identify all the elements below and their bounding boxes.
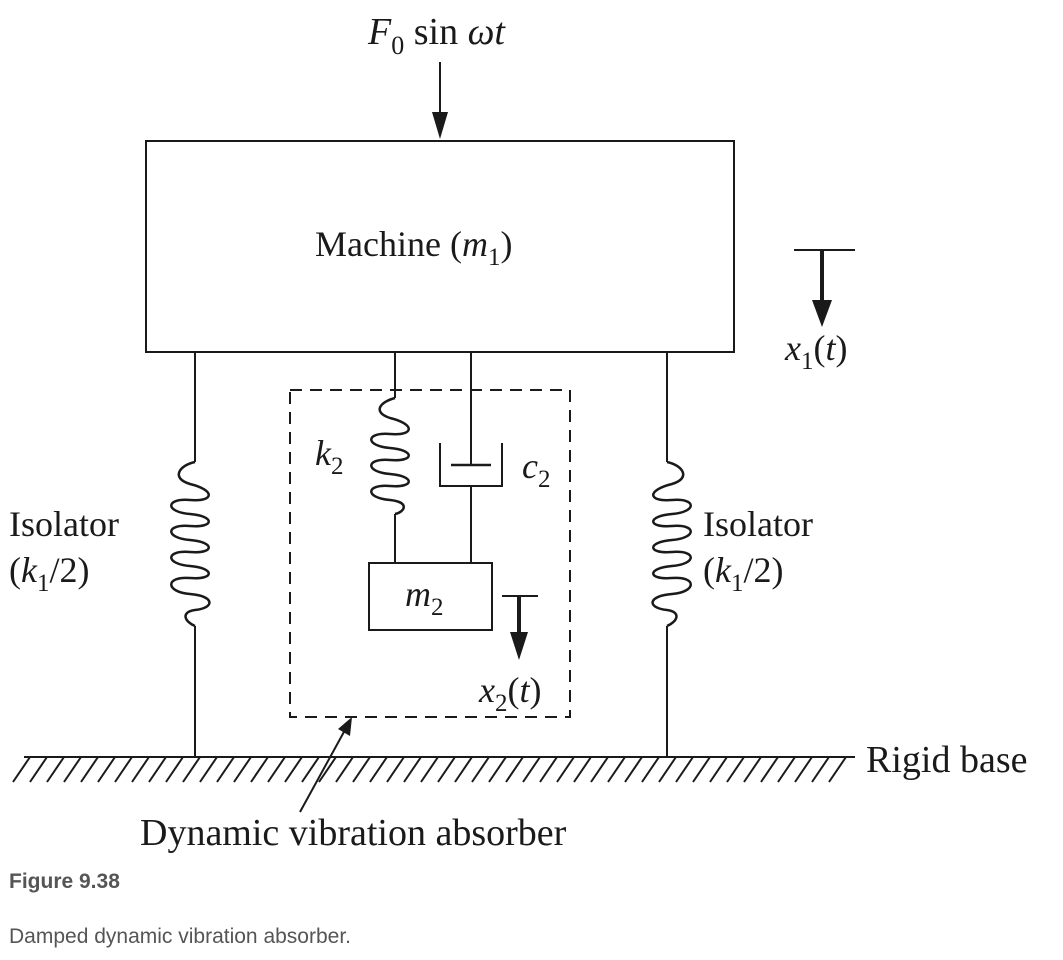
ground-hatch-line (488, 756, 507, 783)
absorber-dashed-boundary (289, 389, 571, 718)
vibration-absorber-diagram: F0 sin ωt Machine (m1) x1(t) Isolator (k… (9, 11, 1027, 854)
machine-label: Machine (m1) (315, 224, 512, 271)
ground-hatch-line (199, 756, 218, 783)
m2-label: m2 (405, 574, 444, 621)
ground-hatch-line (641, 756, 660, 783)
ground-hatch-line (420, 756, 439, 783)
figure-number: Figure 9.38 (9, 870, 120, 893)
ground-hatch-line (216, 756, 235, 783)
ground-hatch-line (522, 756, 541, 783)
ground-hatch-line (250, 756, 269, 783)
ground-hatch-line (63, 756, 82, 783)
ground-hatch-line (607, 756, 626, 783)
ground-hatch-line (148, 756, 167, 783)
ground-hatch-line (335, 756, 354, 783)
ground-hatch-line (573, 756, 592, 783)
ground-hatch-line (80, 756, 99, 783)
right-isolator-spring (651, 352, 692, 757)
force-arrow (432, 62, 448, 139)
ground-hatch-line (624, 756, 643, 783)
ground-hatch-line (692, 756, 711, 783)
absorber-damper-c2 (439, 352, 503, 563)
ground-hatch-line (46, 756, 65, 783)
ground-hatch-line (726, 756, 745, 783)
isolator-right-stiffness: (k1/2) (703, 550, 783, 597)
absorber-spring-k2 (370, 352, 410, 563)
isolator-right-word: Isolator (703, 504, 813, 544)
rigid-base-label: Rigid base (866, 739, 1027, 781)
ground-hatch-line (114, 756, 133, 783)
isolator-left-stiffness: (k1/2) (9, 550, 89, 597)
force-label: F0 sin ωt (367, 11, 506, 60)
ground-hatch-line (590, 756, 609, 783)
ground-hatch-line (777, 756, 796, 783)
absorber-mass-box (368, 562, 493, 631)
x1-label: x1(t) (784, 328, 848, 375)
ground-hatch-line (709, 756, 728, 783)
ground-hatch-line (675, 756, 694, 783)
ground-hatch-line (182, 756, 201, 783)
k2-label: k2 (315, 433, 343, 480)
ground-hatch-line (131, 756, 150, 783)
absorber-label: Dynamic vibration absorber (140, 812, 567, 854)
ground-hatch-line (301, 756, 320, 783)
ground-hatch-line (284, 756, 303, 783)
ground-hatch-line (386, 756, 405, 783)
c2-label: c2 (522, 446, 550, 493)
ground-hatch-line (437, 756, 456, 783)
absorber-pointer-arrow (299, 717, 352, 813)
ground-hatch-line (369, 756, 388, 783)
ground-hatch-line (267, 756, 286, 783)
ground-hatch-line (811, 756, 830, 783)
ground-hatch-line (29, 756, 48, 783)
ground-hatch-line (471, 756, 490, 783)
left-isolator-spring (170, 352, 211, 757)
figure-description: Damped dynamic vibration absorber. (9, 925, 352, 948)
ground-hatch-line (12, 756, 31, 783)
machine-mass-box (145, 140, 735, 353)
ground-hatch-line (828, 756, 847, 783)
ground-hatch-line (352, 756, 371, 783)
x2-displacement-arrow (502, 595, 538, 660)
ground-hatch-line (794, 756, 813, 783)
rigid-base-ground (12, 756, 855, 783)
ground-hatch-line (233, 756, 252, 783)
ground-hatch-line (165, 756, 184, 783)
ground-hatch-line (556, 756, 575, 783)
ground-hatch-line (743, 756, 762, 783)
ground-hatch-line (505, 756, 524, 783)
ground-hatch-line (403, 756, 422, 783)
ground-hatch-line (97, 756, 116, 783)
ground-hatch-line (658, 756, 677, 783)
x1-displacement-arrow (794, 249, 855, 327)
ground-hatch-line (454, 756, 473, 783)
ground-hatch-line (318, 756, 337, 783)
x2-label: x2(t) (478, 670, 542, 717)
isolator-left-word: Isolator (9, 504, 119, 544)
ground-hatch-line (539, 756, 558, 783)
ground-hatch-line (760, 756, 779, 783)
